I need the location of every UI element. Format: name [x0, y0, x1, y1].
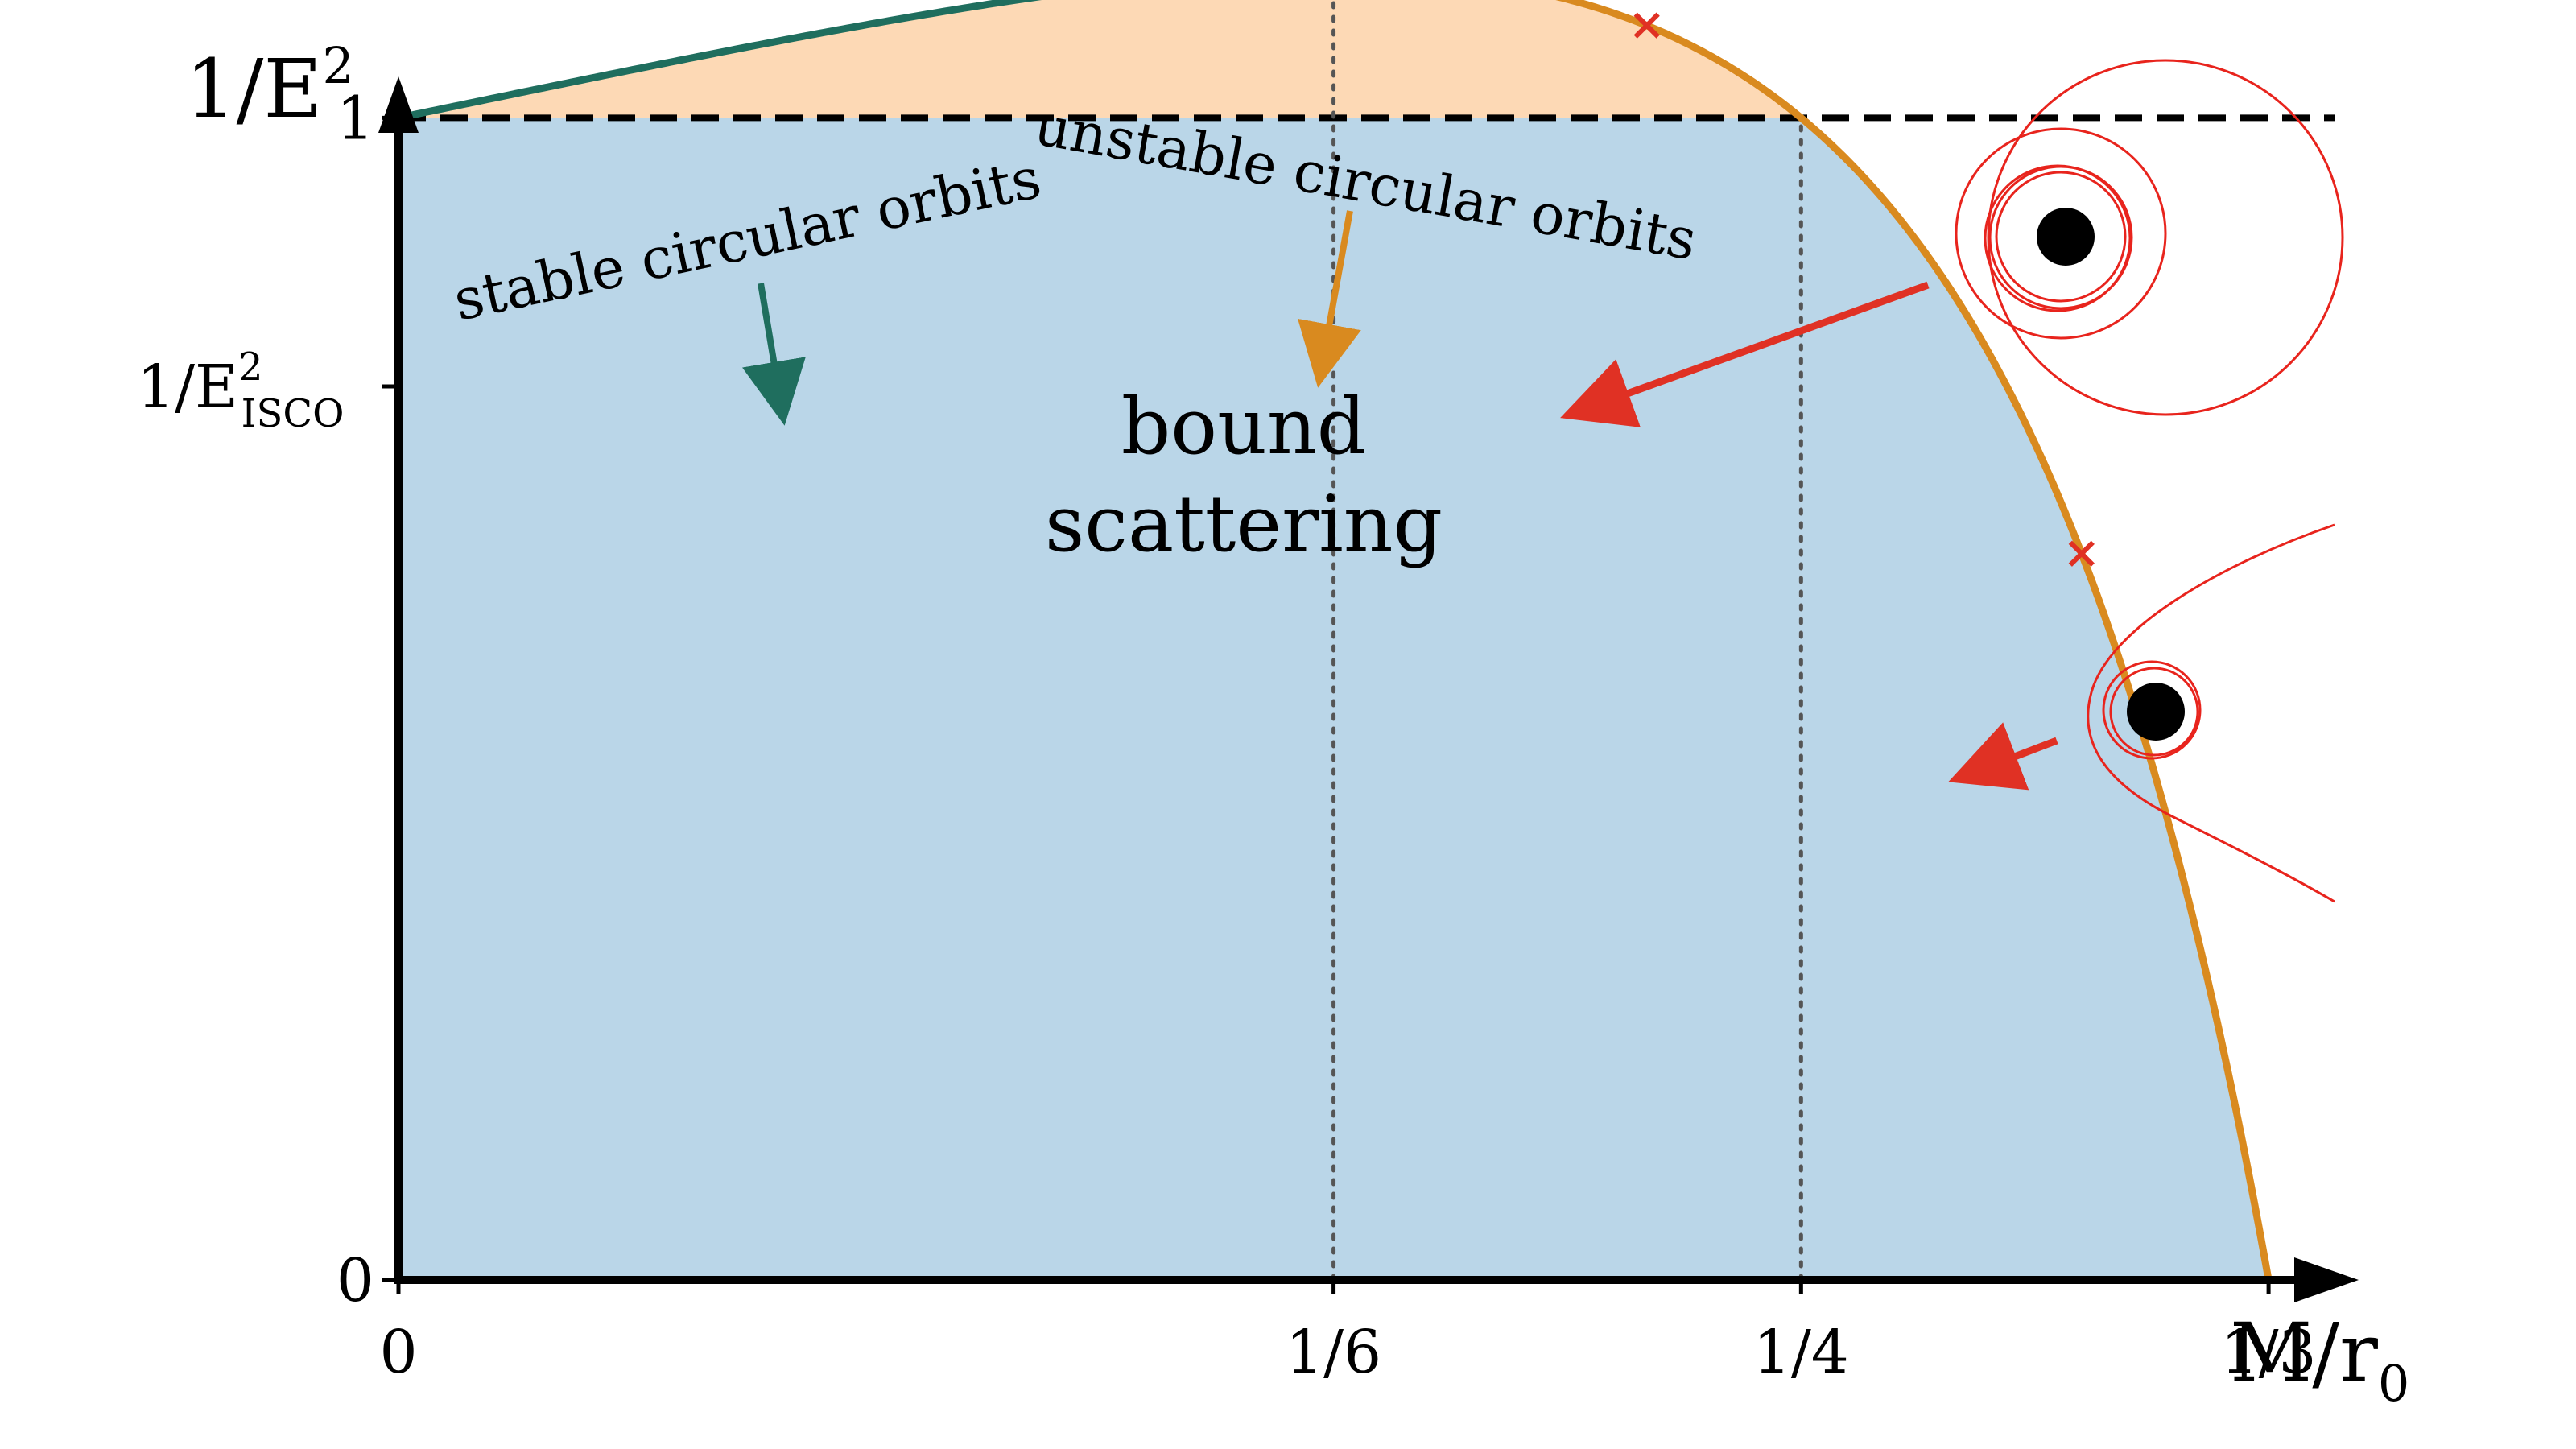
scattering-whirl-a — [2102, 660, 2202, 760]
bound-label: bound — [1121, 382, 1366, 472]
scattering-orbit-illustration — [2087, 523, 2335, 903]
y-axis-label: 1/E2 — [185, 36, 354, 136]
bound-orbit-illustration — [1955, 59, 2344, 416]
x-axis-label-sub: 0 — [2378, 1354, 2409, 1413]
scattering-whirl-b — [2109, 667, 2199, 757]
marker-stroke — [2068, 540, 2095, 567]
markers — [1633, 12, 2095, 567]
orbit-whirl-b — [1995, 171, 2127, 303]
scattering-trajectory — [2087, 523, 2335, 903]
x-tick-label: 0 — [379, 1318, 417, 1387]
x-axis-label: M/r0 — [2230, 1306, 2409, 1413]
y-axis-arrowhead — [378, 76, 419, 133]
arrow-scattering-orbit — [1948, 722, 2058, 791]
orbit-loop-mid — [1955, 127, 2167, 340]
orbit-whirl-c — [1984, 164, 2132, 312]
marker-x-bound — [1633, 12, 1660, 39]
scattering-label: scattering — [1045, 479, 1443, 569]
y-tick-label: 0 — [336, 1246, 374, 1315]
axes — [378, 76, 2359, 1302]
arrow-bound-orbit — [1560, 281, 1930, 427]
black-hole-2 — [2127, 683, 2185, 741]
y-axis-label-sup: 2 — [322, 36, 353, 95]
x-ticks: 0 1/6 1/4 1/3 — [379, 1280, 2317, 1387]
marker-x-scattering — [2068, 540, 2095, 567]
x-tick-label: 1/3 — [2221, 1318, 2317, 1387]
y-tick-label: 1/E2 ISCO — [137, 345, 345, 436]
series-line-stable — [394, 0, 1042, 122]
black-hole-1 — [2037, 208, 2095, 266]
arrow-unstable — [1298, 210, 1361, 388]
y-tick-label: 1 — [336, 84, 374, 153]
reference-lines — [398, 0, 2334, 1282]
series-line-unstable — [1555, 0, 2273, 1284]
y-ticks: 0 1 1/E2 ISCO — [137, 84, 398, 1315]
marker-stroke — [1633, 12, 1660, 39]
series-group — [394, 0, 2273, 1284]
x-tick-label: 1/6 — [1286, 1318, 1381, 1387]
orbit-loop-outer — [1987, 59, 2344, 416]
bound-region — [398, 0, 1802, 118]
x-axis-arrowhead — [2294, 1257, 2359, 1302]
arrow-stable — [741, 283, 806, 426]
x-tick-label: 1/4 — [1753, 1318, 1849, 1387]
